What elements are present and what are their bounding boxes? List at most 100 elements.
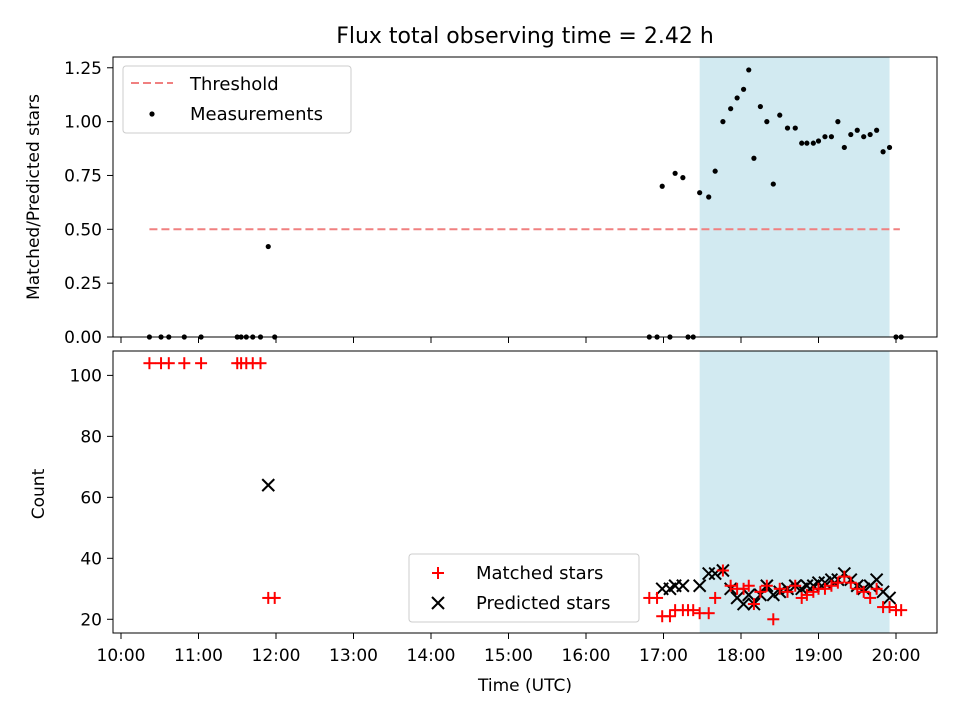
- bottom-y-tick-label: 40: [80, 549, 102, 569]
- bottom-y-tick-label: 60: [80, 488, 102, 508]
- top-y-tick-label: 0.25: [64, 274, 102, 294]
- bottom-y-axis-label: Count: [29, 468, 49, 519]
- top-panel-frame: [112, 56, 938, 338]
- legend-matched-swatch: [432, 567, 444, 579]
- predicted-star-point: [766, 588, 780, 602]
- matched-star-point: [800, 588, 813, 601]
- measurement-point: [659, 183, 665, 189]
- x-tick-label: 16:00: [562, 646, 611, 666]
- predicted-star-point: [882, 591, 897, 605]
- measurement-point: [740, 86, 747, 92]
- measurement-point: [672, 170, 678, 176]
- measurement-point: [746, 67, 752, 73]
- measurement-point: [854, 127, 860, 133]
- predicted-star-point: [736, 597, 751, 611]
- measurement-point: [810, 140, 816, 146]
- measurement-point: [764, 119, 770, 125]
- measurement-point: [841, 144, 847, 151]
- legend-measurements-swatch: [149, 111, 155, 117]
- matched-star-point: [781, 585, 794, 598]
- predicted-star-point: [811, 575, 826, 590]
- matched-star-point: [754, 585, 767, 598]
- matched-star-point: [651, 591, 664, 604]
- x-tick-label: 19:00: [794, 646, 843, 666]
- matched-star-point: [818, 582, 831, 595]
- predicted-star-point: [676, 579, 690, 593]
- top-y-axis-label: Matched/Predicted stars: [24, 94, 44, 300]
- measurement-point: [720, 119, 726, 125]
- measurement-point: [792, 125, 798, 131]
- measurement-point: [728, 106, 734, 112]
- measurement-point: [848, 131, 854, 138]
- top-observing-window: [699, 57, 890, 337]
- legend-threshold-label: Threshold: [189, 74, 279, 95]
- legend-measurements-label: Measurements: [190, 104, 323, 125]
- measurement-point: [784, 125, 791, 131]
- matched-star-point: [851, 582, 864, 595]
- measurement-point: [861, 134, 867, 140]
- measurement-point: [680, 175, 686, 181]
- matched-star-point: [663, 610, 676, 623]
- matched-star-point: [162, 357, 175, 370]
- matched-star-point: [838, 570, 851, 583]
- predicted-star-point: [742, 588, 756, 602]
- matched-star-point: [773, 582, 786, 595]
- measurement-point: [804, 140, 810, 146]
- chart-title: Flux total observing time = 2.42 h: [336, 24, 714, 49]
- matched-star-point: [844, 576, 857, 589]
- bottom-panel-frame: [112, 350, 938, 634]
- matched-star-point: [254, 357, 267, 370]
- measurement-point: [828, 134, 835, 140]
- matched-star-point: [831, 576, 844, 589]
- predicted-star-point: [702, 566, 716, 581]
- matched-star-point: [857, 585, 870, 598]
- predicted-star-point: [261, 478, 275, 492]
- measurement-point: [880, 149, 886, 155]
- matched-star-point: [870, 582, 883, 595]
- matched-star-point: [864, 591, 877, 604]
- bottom-legend: Matched stars Predicted stars: [408, 553, 640, 623]
- matched-star-point: [716, 564, 729, 577]
- x-axis-label: Time (UTC): [477, 676, 572, 696]
- matched-star-point: [747, 598, 760, 611]
- bottom-panel: 20 40 60 80 100 10:00 11:00 12:00 13:00 14:00 15:…: [29, 350, 938, 666]
- matched-star-point: [767, 613, 780, 626]
- legend-predicted-label: Predicted stars: [476, 593, 610, 614]
- legend-predicted-swatch: [431, 596, 445, 610]
- x-tick-label: 15:00: [484, 646, 533, 666]
- top-legend: Threshold Measurements: [122, 65, 352, 134]
- top-y-tick-label: 1.00: [64, 113, 102, 133]
- bottom-y-tick-label: 100: [70, 366, 102, 386]
- matched-star-point: [709, 591, 722, 604]
- top-y-tick-label: 1.25: [64, 59, 102, 79]
- measurement-point: [697, 190, 703, 196]
- x-tick-label: 12:00: [252, 646, 301, 666]
- top-y-tick-label: 0.00: [64, 328, 102, 348]
- x-tick-label: 14:00: [407, 646, 456, 666]
- measurement-point: [265, 243, 271, 250]
- top-y-tick-label: 0.50: [64, 220, 102, 240]
- measurement-point: [815, 138, 822, 144]
- measurement-point: [706, 194, 712, 200]
- measurement-point: [712, 168, 718, 174]
- measurement-point: [770, 181, 776, 187]
- predicted-star-point: [800, 579, 814, 593]
- matched-star-point: [895, 604, 908, 617]
- bottom-y-tick-label: 20: [80, 610, 102, 630]
- matched-star-point: [687, 604, 700, 617]
- measurement-point: [751, 155, 757, 161]
- bottom-y-tick-label: 80: [80, 427, 102, 447]
- x-tick-label: 11:00: [174, 646, 223, 666]
- measurement-point: [822, 134, 828, 140]
- measurement-point: [867, 131, 873, 138]
- matched-star-point: [789, 579, 802, 592]
- matched-star-point: [742, 579, 755, 592]
- matched-star-point: [178, 357, 191, 370]
- x-tick-label: 17:00: [639, 646, 688, 666]
- measurement-point: [757, 103, 763, 110]
- matched-star-point: [195, 357, 208, 370]
- matched-star-point: [702, 607, 715, 620]
- legend-matched-label: Matched stars: [476, 563, 603, 584]
- x-tick-label: 20:00: [872, 646, 921, 666]
